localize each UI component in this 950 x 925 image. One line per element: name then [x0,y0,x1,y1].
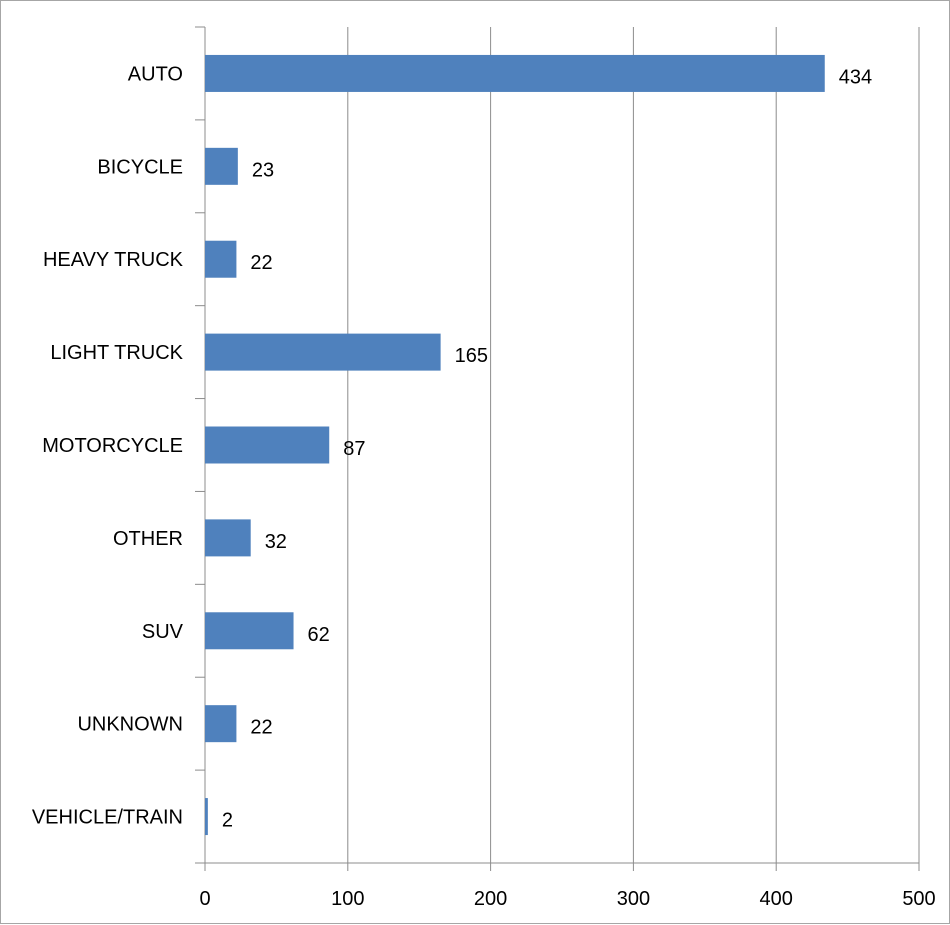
bar-5 [205,519,251,557]
bar-2 [205,240,237,278]
category-label: UNKNOWN [77,714,183,736]
data-label: 434 [839,66,872,88]
bar-3 [205,333,441,371]
category-label: HEAVY TRUCK [43,249,184,271]
bar-7 [205,705,237,743]
x-tick-label: 300 [617,888,650,910]
data-label: 165 [455,345,488,367]
data-label: 22 [250,717,272,739]
x-tick-label: 400 [760,888,793,910]
category-label: SUV [142,621,184,643]
data-label: 2 [222,810,233,832]
category-label: MOTORCYCLE [42,435,183,457]
data-label: 22 [250,252,272,274]
category-label: BICYCLE [97,156,183,178]
x-tick-label: 100 [331,888,364,910]
category-label: OTHER [113,528,183,550]
x-tick-label: 200 [474,888,507,910]
x-tick-label: 0 [199,888,210,910]
bar-4 [205,426,330,464]
bar-1 [205,147,238,185]
data-label: 23 [252,159,274,181]
x-tick-label: 500 [902,888,935,910]
data-label: 62 [308,624,330,646]
data-label: 87 [343,438,365,460]
bar-6 [205,612,294,650]
category-label: VEHICLE/TRAIN [32,807,183,829]
category-label: LIGHT TRUCK [50,342,183,364]
bar-0 [205,54,825,92]
bar-8 [205,798,208,836]
category-label: AUTO [128,63,183,85]
data-label: 32 [265,531,287,553]
